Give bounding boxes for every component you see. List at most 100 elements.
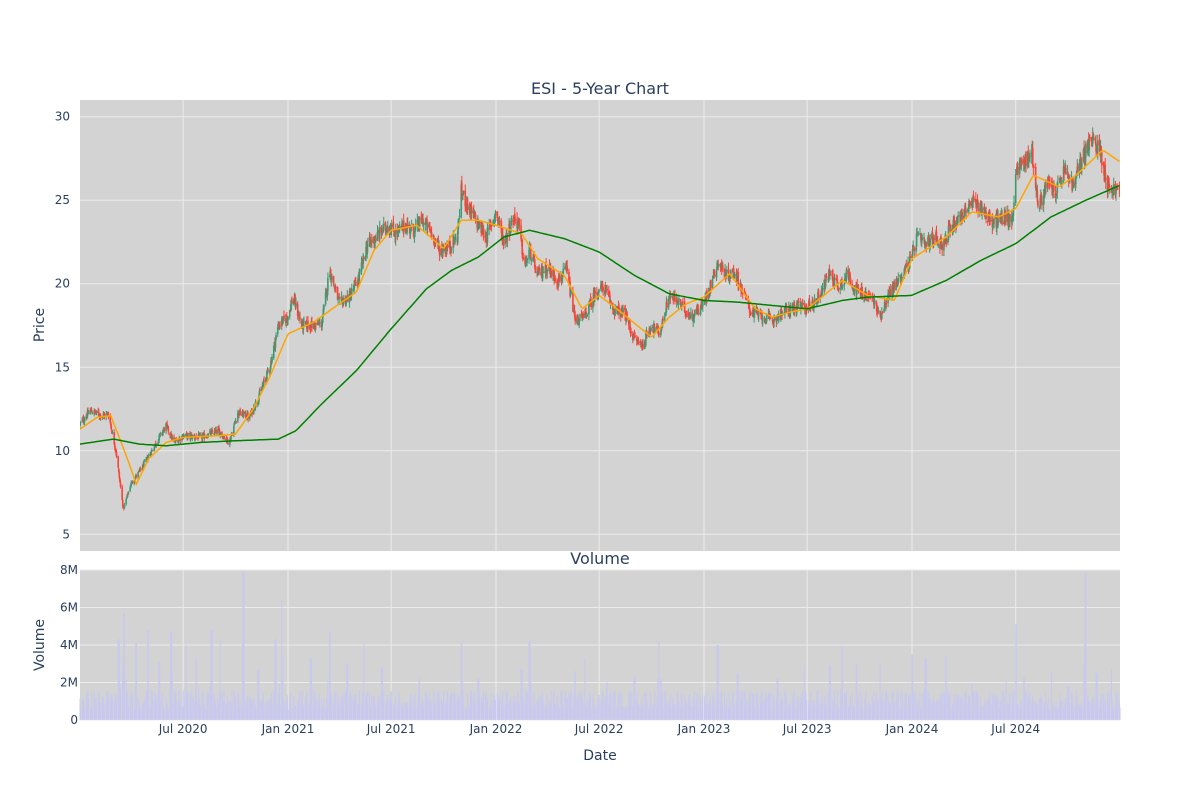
- volume-bar: [897, 692, 899, 720]
- volume-bar: [426, 695, 428, 720]
- volume-bar: [780, 708, 782, 720]
- volume-bar: [349, 693, 351, 720]
- volume-bar: [351, 696, 353, 720]
- volume-bar: [1099, 702, 1101, 720]
- candle-body: [115, 449, 117, 453]
- volume-bar: [273, 700, 275, 720]
- candle-body: [546, 269, 549, 273]
- volume-bar: [249, 696, 251, 720]
- volume-bar: [290, 692, 292, 720]
- candle-body: [580, 313, 583, 315]
- volume-bar: [1076, 708, 1078, 720]
- volume-bar: [1024, 696, 1026, 720]
- volume-bar: [887, 694, 889, 720]
- candle-body: [295, 302, 297, 307]
- candle-body: [1116, 187, 1118, 190]
- date-x-tick-label: Jul 2024: [990, 722, 1040, 736]
- volume-bar: [81, 697, 83, 720]
- candle-body: [384, 222, 387, 231]
- volume-bar: [716, 698, 718, 720]
- volume-bar: [578, 692, 580, 720]
- volume-bar: [394, 703, 396, 720]
- volume-bar: [1021, 701, 1023, 720]
- candle-body: [321, 316, 324, 323]
- candle-body: [283, 315, 285, 319]
- volume-bar: [570, 690, 572, 720]
- volume-bar: [166, 702, 168, 720]
- price-plot-area: [80, 100, 1120, 551]
- candle-body: [449, 241, 451, 249]
- candle-body: [984, 209, 987, 213]
- candle-body: [457, 230, 459, 243]
- candle-body: [993, 218, 995, 225]
- volume-bar: [561, 690, 563, 720]
- candle-body: [953, 216, 955, 229]
- volume-bar: [489, 705, 491, 720]
- volume-bar: [690, 706, 692, 720]
- volume-bar: [621, 707, 623, 720]
- candle-body: [737, 272, 739, 286]
- volume-bar: [199, 704, 201, 720]
- candle-body: [617, 306, 620, 308]
- volume-bar: [477, 678, 479, 720]
- volume-bar: [948, 709, 950, 720]
- candle-body: [645, 333, 647, 345]
- volume-bar: [600, 700, 602, 720]
- volume-bar: [484, 694, 486, 720]
- volume-bar: [305, 710, 307, 720]
- candle-body: [713, 269, 716, 277]
- volume-bar: [991, 704, 993, 720]
- volume-bar: [368, 691, 370, 720]
- candle-body: [1094, 138, 1097, 144]
- volume-bar: [131, 709, 133, 720]
- volume-bar: [965, 690, 967, 720]
- candle-body: [510, 218, 513, 226]
- candle-body: [1012, 208, 1015, 216]
- volume-bar: [135, 643, 137, 720]
- candle-body: [765, 314, 768, 322]
- volume-y-tick-label: 8M: [60, 563, 78, 577]
- volume-bar: [828, 665, 830, 720]
- volume-bar: [367, 702, 369, 720]
- volume-bar: [781, 701, 783, 720]
- candle-body: [1073, 181, 1075, 187]
- volume-bar: [1003, 697, 1005, 720]
- candle-body: [629, 328, 632, 332]
- volume-bar: [1110, 669, 1112, 720]
- volume-bar: [92, 707, 94, 720]
- volume-bar: [630, 691, 632, 720]
- volume-bar: [644, 692, 646, 720]
- candle-body: [398, 225, 401, 229]
- candle-body: [845, 269, 848, 278]
- volume-bar: [194, 701, 196, 720]
- candle-body: [234, 422, 236, 424]
- volume-bar: [342, 696, 344, 720]
- volume-bar: [582, 704, 584, 720]
- volume-bar: [1049, 709, 1051, 720]
- candle-body: [1001, 214, 1003, 225]
- candle-body: [1043, 185, 1046, 197]
- candle-body: [282, 317, 284, 325]
- volume-bar: [876, 693, 878, 720]
- volume-bar: [464, 708, 466, 720]
- volume-bar: [963, 700, 965, 720]
- candle-body: [1095, 143, 1097, 152]
- volume-bar: [872, 700, 874, 720]
- candle-body: [262, 384, 264, 386]
- long-moving-average-line: [80, 184, 1120, 447]
- candle-body: [797, 301, 800, 303]
- volume-bar: [325, 708, 327, 720]
- volume-bar: [743, 693, 745, 720]
- volume-bar: [521, 669, 523, 720]
- volume-bar: [330, 690, 332, 720]
- volume-bar: [649, 692, 651, 720]
- volume-bar: [441, 701, 443, 720]
- candle-body: [769, 316, 772, 319]
- volume-bar: [632, 708, 634, 720]
- volume-bar: [1093, 699, 1095, 720]
- volume-bar: [1064, 697, 1066, 720]
- volume-bar: [1051, 671, 1053, 720]
- volume-bar: [486, 697, 488, 720]
- candle-body: [294, 296, 297, 307]
- volume-bar: [702, 694, 704, 720]
